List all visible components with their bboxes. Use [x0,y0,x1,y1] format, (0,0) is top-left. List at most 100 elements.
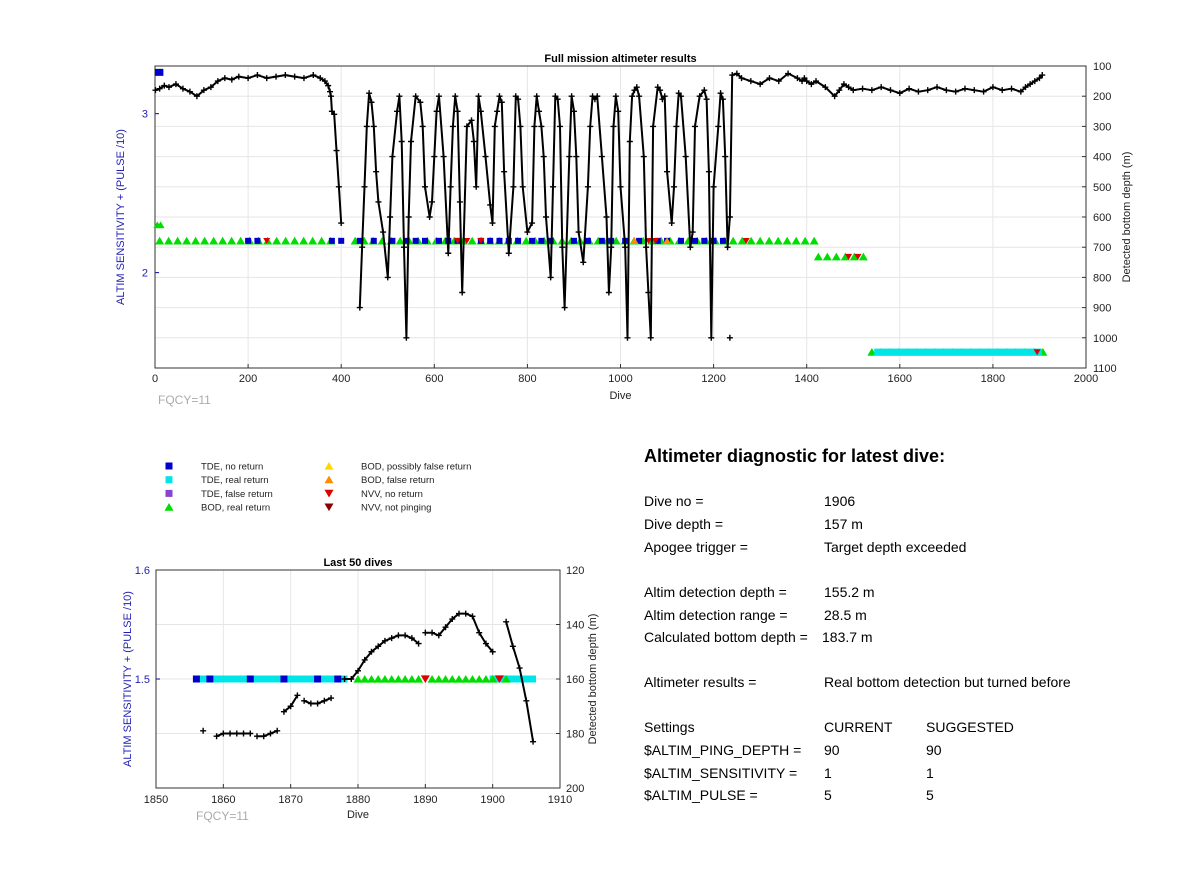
status-marker-bod [281,236,291,245]
depth-point [568,93,575,100]
depth-point [463,123,470,130]
legend-label: BOD, real return [201,503,270,514]
status-marker-tde-no-return [496,237,503,244]
depth-point [530,738,537,745]
status-marker-nvv [494,675,504,684]
depth-point [152,87,159,94]
status-marker-bod [414,674,424,683]
depth-point [729,72,736,79]
full-mission-chart: 0 200 400 600 800 1000 1200 1400 1600 1800 2000 100… [115,53,1133,407]
status-marker-tde-no-return [280,675,288,683]
depth-point [554,96,561,103]
depth-point [310,72,317,79]
status-marker-bod [454,674,464,683]
fqcy-annotation: FQCY=11 [158,393,211,407]
depth-point [321,697,328,704]
legend-marker [324,461,334,470]
depth-point [498,99,505,106]
depth-point [643,244,650,251]
legend-marker [165,476,173,484]
status-marker-bod [156,221,165,229]
status-marker-bod [373,674,383,683]
status-marker-bod [380,674,390,683]
depth-point [552,93,559,100]
legend-label: TDE, false return [201,489,273,500]
depth-point [200,727,207,734]
status-marker-tde-no-return [570,237,577,244]
depth-point [328,695,335,702]
depth-point [419,123,426,130]
x-tick-label: 1200 [701,373,725,385]
depth-point [412,93,419,100]
depth-point [622,244,629,251]
depth-point [547,274,554,281]
y-left-tick-label: 2 [142,268,148,280]
setting-name: $ALTIM_PING_DEPTH = [644,742,802,758]
depth-point [952,88,959,95]
status-marker-nvv [454,238,462,244]
status-marker-bod [227,236,237,245]
depth-point [321,78,328,85]
depth-point [473,183,480,190]
depth-point [395,632,402,639]
legend-label: TDE, real return [201,475,269,486]
status-marker-tde-no-return [254,237,261,244]
depth-point [519,183,526,190]
depth-point [580,259,587,266]
depth-point [361,656,368,663]
status-marker-tde-no-return [328,237,335,244]
setting-name: $ALTIM_SENSITIVITY = [644,765,798,781]
status-marker-bod [461,674,471,683]
depth-point [605,289,612,296]
calc-depth-value: 183.7 m [822,629,873,645]
depth-point [598,153,605,160]
status-marker-bod [400,674,410,683]
status-marker-bod [849,252,859,261]
y-right-tick-label: 140 [566,620,584,632]
status-marker-bod [308,236,318,245]
x-tick-label: 600 [425,373,443,385]
depth-point [671,183,678,190]
status-marker-bod [182,236,192,245]
legend-marker [324,503,334,512]
depth-point [172,81,179,88]
setting-name: $ALTIM_PULSE = [644,787,758,803]
dive-depth-label: Dive depth = [644,516,723,532]
status-marker-bod [191,236,201,245]
depth-point [314,700,321,707]
depth-point [381,637,388,644]
legend-marker [324,475,334,484]
depth-point [515,96,522,103]
depth-point [361,183,368,190]
depth-point [529,220,536,227]
y-right-tick-label: 600 [1093,212,1111,224]
x-axis-label: Dive [347,809,369,821]
depth-point [468,117,475,124]
depth-point [435,93,442,100]
depth-point [915,88,922,95]
status-marker-tde-no-return [206,675,214,683]
depth-point [317,75,324,82]
depth-point [415,640,422,647]
depth-point [785,70,792,77]
legend-label: TDE, no return [201,462,263,473]
status-marker-bod [407,674,417,683]
status-marker-bod [467,674,477,683]
y-right-axis-label: Detected bottom depth (m) [1121,152,1133,283]
status-marker-tde-no-return [192,675,200,683]
depth-point [179,85,186,92]
depth-point [388,635,395,642]
depth-point [156,85,163,92]
depth-point [701,87,708,94]
depth-line [257,729,278,738]
x-tick-label: 0 [152,373,158,385]
depth-point [452,93,459,100]
status-marker-tde-no-return [356,237,363,244]
depth-point [803,78,810,85]
y-left-tick-label: 1.6 [135,565,150,577]
status-marker-tde-no-return [691,237,698,244]
status-band-tde [874,348,1042,356]
status-marker-bod [840,252,850,261]
depth-point [273,73,280,80]
legend-marker [164,503,174,511]
